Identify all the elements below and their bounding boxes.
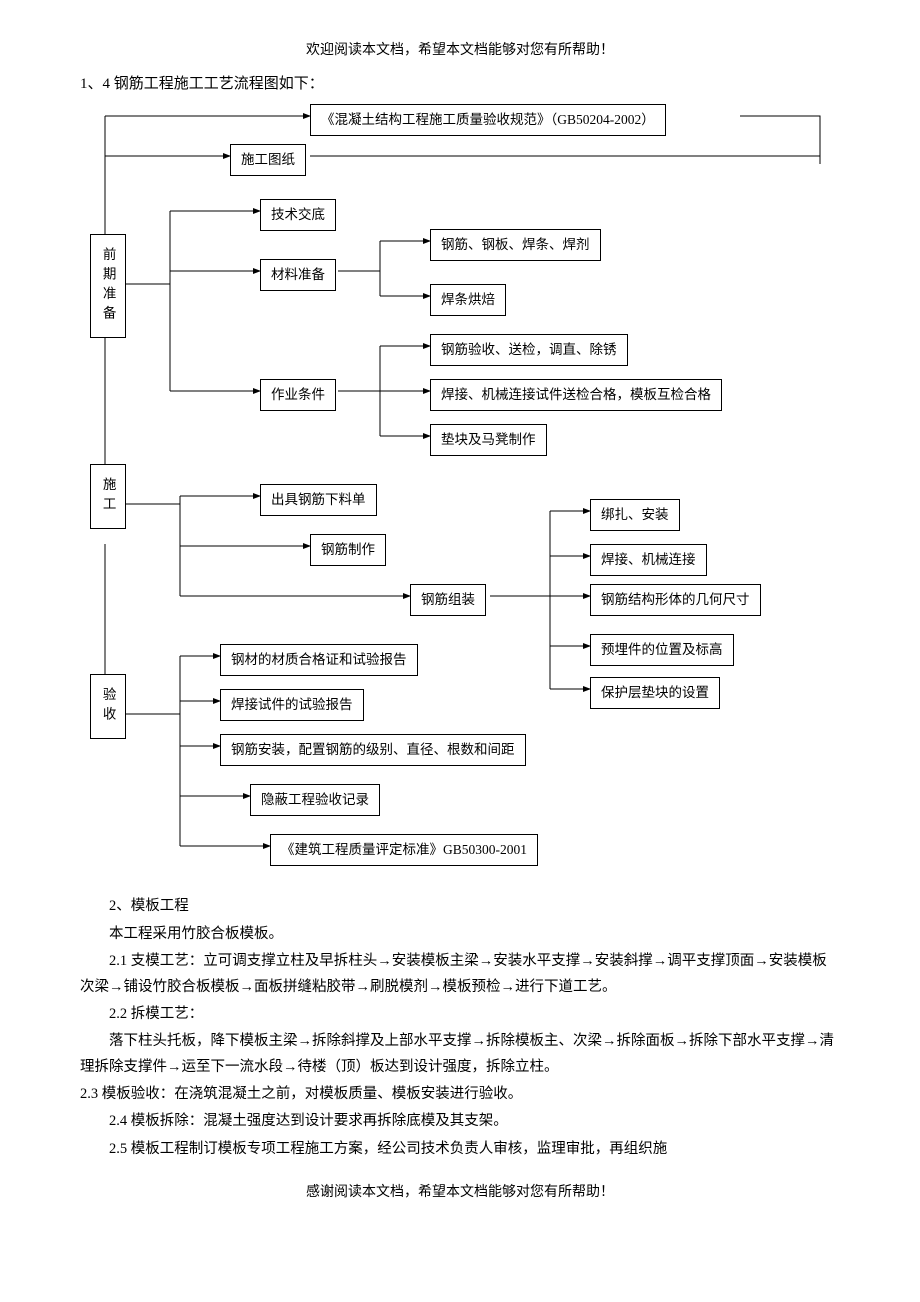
- body-text: 2、模板工程 本工程采用竹胶合板模板。 2.1 支模工艺：立可调支撑立柱及早拆柱…: [80, 894, 840, 1162]
- node-a5: 《建筑工程质量评定标准》GB50300-2001: [270, 834, 538, 866]
- node-tech: 技术交底: [260, 199, 336, 231]
- node-draw: 施工图纸: [230, 144, 306, 176]
- node-cond3: 垫块及马凳制作: [430, 424, 547, 456]
- node-spec: 《混凝土结构工程施工质量验收规范》（GB50204-2002）: [310, 104, 666, 136]
- para-2-5: 2.5 模板工程制订模板专项工程施工方案，经公司技术负责人审核，监理审批，再组织…: [80, 1137, 840, 1162]
- para-2-3: 2.3 模板验收：在浇筑混凝土之前，对模板质量、模板安装进行验收。: [80, 1082, 840, 1107]
- node-a2: 焊接试件的试验报告: [220, 689, 364, 721]
- node-cons: 施工: [90, 464, 126, 529]
- node-cmake: 钢筋制作: [310, 534, 386, 566]
- node-d2: 焊接、机械连接: [590, 544, 707, 576]
- node-a1: 钢材的材质合格证和试验报告: [220, 644, 418, 676]
- para-2-2b: 落下柱头托板，降下模板主梁→拆除斜撑及上部水平支撑→拆除模板主、次梁→拆除面板→…: [80, 1029, 840, 1080]
- node-d1: 绑扎、安装: [590, 499, 680, 531]
- node-clist: 出具钢筋下料单: [260, 484, 377, 516]
- para-2-4: 2.4 模板拆除：混凝土强度达到设计要求再拆除底模及其支架。: [80, 1109, 840, 1134]
- node-mat1: 钢筋、钢板、焊条、焊剂: [430, 229, 601, 261]
- footer-note: 感谢阅读本文档，希望本文档能够对您有所帮助！: [80, 1182, 840, 1204]
- node-cassy: 钢筋组装: [410, 584, 486, 616]
- flowchart-lines: [80, 104, 840, 884]
- node-a4: 隐蔽工程验收记录: [250, 784, 380, 816]
- node-d3: 钢筋结构形体的几何尺寸: [590, 584, 761, 616]
- para-2: 2、模板工程: [80, 894, 840, 919]
- para-2-desc: 本工程采用竹胶合板模板。: [80, 922, 840, 947]
- node-cond: 作业条件: [260, 379, 336, 411]
- node-cond1: 钢筋验收、送检，调直、除锈: [430, 334, 628, 366]
- node-mat2: 焊条烘焙: [430, 284, 506, 316]
- section-title: 1、4 钢筋工程施工工艺流程图如下：: [80, 72, 840, 96]
- para-2-1: 2.1 支模工艺：立可调支撑立柱及早拆柱头→安装模板主梁→安装水平支撑→安装斜撑…: [80, 949, 840, 1000]
- flowchart-container: 前期准备 施工 验收 《混凝土结构工程施工质量验收规范》（GB50204-200…: [80, 104, 840, 884]
- node-a3: 钢筋安装，配置钢筋的级别、直径、根数和间距: [220, 734, 526, 766]
- header-note: 欢迎阅读本文档，希望本文档能够对您有所帮助！: [80, 40, 840, 62]
- node-cond2: 焊接、机械连接试件送检合格，模板互检合格: [430, 379, 722, 411]
- node-d4: 预埋件的位置及标高: [590, 634, 734, 666]
- node-d5: 保护层垫块的设置: [590, 677, 720, 709]
- node-accp: 验收: [90, 674, 126, 739]
- para-2-2: 2.2 拆模工艺：: [80, 1002, 840, 1027]
- node-mat: 材料准备: [260, 259, 336, 291]
- node-prep: 前期准备: [90, 234, 126, 338]
